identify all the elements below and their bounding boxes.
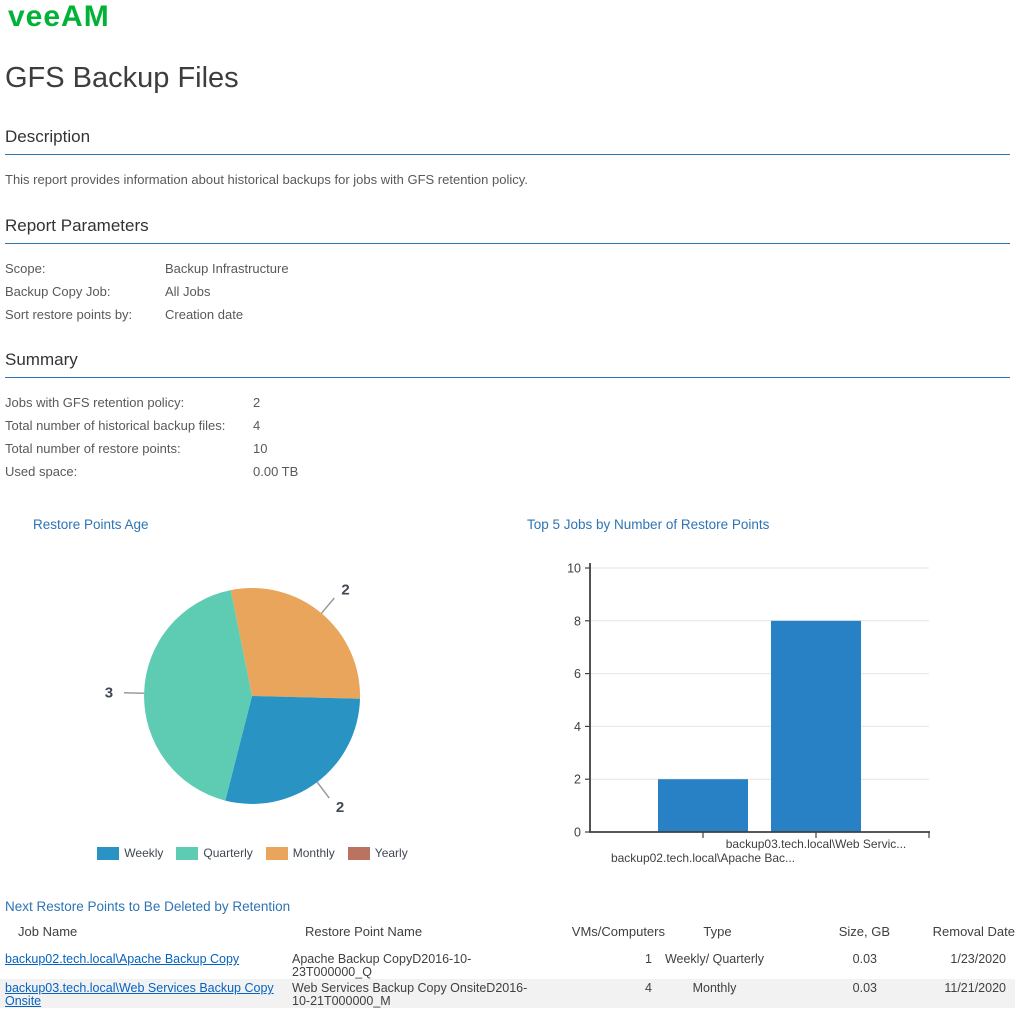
size-gb-cell: 0.03 bbox=[852, 952, 877, 966]
table-header-row: Job Name Restore Point Name VMs/Computers T… bbox=[0, 924, 1015, 939]
size-gb-cell: 0.03 bbox=[852, 981, 877, 995]
legend-item-monthly: Monthly bbox=[265, 846, 335, 860]
pie-data-label: 2 bbox=[341, 582, 349, 599]
vms-computers-cell: 1 bbox=[645, 952, 652, 966]
summary-row-label: Total number of restore points: bbox=[5, 441, 181, 456]
report-parameters-heading: Report Parameters bbox=[5, 216, 1010, 244]
summary-row: Total number of restore points: 10 bbox=[5, 441, 1010, 464]
summary-section: Summary Jobs with GFS retention policy: 2… bbox=[5, 350, 1010, 487]
legend-item-weekly: Weekly bbox=[97, 846, 163, 860]
pie-chart-title: Restore Points Age bbox=[33, 517, 149, 532]
job-name-link[interactable]: backup02.tech.local\Apache Backup Copy bbox=[5, 952, 240, 966]
summary-row-value: 10 bbox=[253, 441, 268, 456]
bar-category-label: backup02.tech.local\Apache Bac... bbox=[611, 851, 795, 865]
legend-swatch-weekly bbox=[97, 846, 120, 860]
parameter-row: Sort restore points by: Creation date bbox=[5, 307, 1010, 330]
y-axis-tick-label: 6 bbox=[574, 667, 581, 681]
bar-chart: backup02.tech.local\Apache Bac...backup0… bbox=[567, 562, 930, 865]
column-header-3: VMs/Computers bbox=[571, 924, 665, 939]
restore-points-age-chart: Restore Points Age 2 2 3 Weekly Quarterly Mo… bbox=[0, 505, 505, 897]
y-axis-tick-label: 0 bbox=[574, 826, 581, 840]
retention-table-heading: Next Restore Points to Be Deleted by Ret… bbox=[5, 899, 291, 914]
summary-row-value: 4 bbox=[253, 418, 261, 433]
restore-point-name-cell: Apache Backup CopyD2016-10-23T000000_Q bbox=[292, 952, 472, 979]
summary-row: Used space: 0.00 TB bbox=[5, 464, 1010, 487]
parameter-row-value: All Jobs bbox=[165, 284, 211, 299]
parameter-row: Backup Copy Job: All Jobs bbox=[5, 284, 1010, 307]
table-row: backup02.tech.local\Apache Backup Copy Ap… bbox=[0, 950, 1015, 979]
y-axis-tick-label: 8 bbox=[574, 614, 581, 628]
pie-slice-weekly bbox=[225, 696, 360, 804]
veeam-logo: veeAM bbox=[8, 0, 110, 33]
summary-row-value: 2 bbox=[253, 395, 261, 410]
removal-date-cell: 1/23/2020 bbox=[950, 952, 1006, 966]
pie-legend: Weekly Quarterly Monthly Yearly bbox=[0, 846, 505, 860]
description-text: This report provides information about h… bbox=[5, 172, 528, 187]
legend-label: Monthly bbox=[292, 846, 335, 860]
column-header-2: Restore Point Name bbox=[305, 924, 423, 939]
page-title: GFS Backup Files bbox=[5, 62, 239, 94]
legend-label: Quarterly bbox=[203, 846, 253, 860]
pie-slice-monthly bbox=[230, 587, 361, 699]
legend-swatch-monthly bbox=[265, 846, 288, 860]
pie-slice-quarterly bbox=[144, 590, 252, 801]
bar-chart-title: Top 5 Jobs by Number of Restore Points bbox=[527, 517, 770, 532]
job-name-cell: backup03.tech.local\Web Services Backup … bbox=[0, 982, 292, 1008]
y-axis-tick-label: 2 bbox=[574, 773, 581, 787]
summary-row: Jobs with GFS retention policy: 2 bbox=[5, 395, 1010, 418]
parameter-row-label: Scope: bbox=[5, 261, 46, 276]
pie-callout-line bbox=[124, 691, 145, 695]
parameter-row-label: Backup Copy Job: bbox=[5, 284, 111, 299]
summary-row: Total number of historical backup files:… bbox=[5, 418, 1010, 441]
legend-item-yearly: Yearly bbox=[347, 846, 408, 860]
job-name-cell: backup02.tech.local\Apache Backup Copy bbox=[0, 953, 292, 979]
type-cell: Monthly bbox=[692, 981, 737, 995]
y-axis-tick-label: 4 bbox=[574, 720, 581, 734]
y-axis-tick-label: 10 bbox=[567, 562, 581, 576]
column-header-5: Size, GB bbox=[838, 924, 890, 939]
report-parameters-rows: Scope: Backup Infrastructure Backup Copy J… bbox=[5, 261, 1010, 330]
pie-callout-line bbox=[316, 781, 330, 799]
retention-table-section: Next Restore Points to Be Deleted by Ret… bbox=[0, 896, 1015, 1013]
job-name-link[interactable]: backup03.tech.local\Web Services Backup … bbox=[5, 981, 274, 1008]
restore-point-name-cell: Web Services Backup Copy OnsiteD2016-10-… bbox=[292, 981, 528, 1008]
bar-1 bbox=[658, 779, 748, 832]
vms-computers-cell: 4 bbox=[645, 981, 652, 995]
legend-item-quarterly: Quarterly bbox=[176, 846, 253, 860]
table-body: backup02.tech.local\Apache Backup Copy Ap… bbox=[0, 950, 1015, 1008]
legend-label: Weekly bbox=[124, 846, 164, 860]
report-parameters-section: Report Parameters Scope: Backup Infrastru… bbox=[5, 216, 1010, 330]
summary-row-value: 0.00 TB bbox=[253, 464, 299, 479]
summary-row-label: Total number of historical backup files: bbox=[5, 418, 226, 433]
legend-label: Yearly bbox=[374, 846, 408, 860]
parameter-row-value: Backup Infrastructure bbox=[165, 261, 289, 276]
type-cell: Weekly/ Quarterly bbox=[664, 952, 765, 966]
parameter-row: Scope: Backup Infrastructure bbox=[5, 261, 1010, 284]
summary-rows: Jobs with GFS retention policy: 2 Total nu… bbox=[5, 395, 1010, 487]
summary-row-label: Used space: bbox=[5, 464, 78, 479]
removal-date-cell: 11/21/2020 bbox=[944, 981, 1006, 995]
column-header-6: Removal Date bbox=[932, 924, 1015, 939]
legend-swatch-quarterly bbox=[176, 846, 199, 860]
column-header-1: Job Name bbox=[18, 924, 78, 939]
column-header-4: Type bbox=[703, 924, 732, 939]
pie-data-label: 2 bbox=[336, 799, 344, 816]
description-heading: Description bbox=[5, 127, 1010, 155]
table-row: backup03.tech.local\Web Services Backup … bbox=[0, 979, 1015, 1008]
parameter-row-label: Sort restore points by: bbox=[5, 307, 133, 322]
description-section: Description This report provides informa… bbox=[5, 127, 1010, 187]
pie-callout-line bbox=[320, 597, 335, 614]
summary-heading: Summary bbox=[5, 350, 1010, 378]
pie-chart: 2 2 3 bbox=[105, 582, 361, 816]
legend-swatch-yearly bbox=[347, 846, 370, 860]
summary-row-label: Jobs with GFS retention policy: bbox=[5, 395, 185, 410]
parameter-row-value: Creation date bbox=[165, 307, 244, 322]
top-jobs-chart: Top 5 Jobs by Number of Restore Points b… bbox=[505, 505, 1015, 897]
pie-data-label: 3 bbox=[105, 684, 113, 701]
bar-category-label: backup03.tech.local\Web Servic... bbox=[726, 837, 907, 851]
bar-2 bbox=[771, 620, 861, 832]
